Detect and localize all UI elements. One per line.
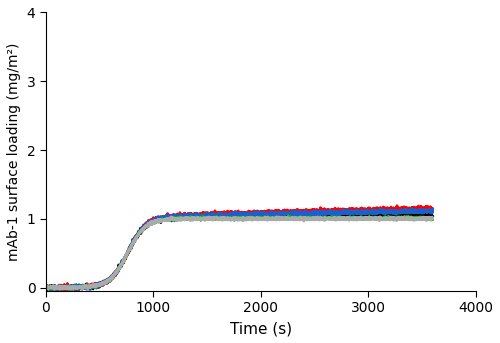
X-axis label: Time (s): Time (s) bbox=[230, 321, 292, 336]
Y-axis label: mAb-1 surface loading (mg/m²): mAb-1 surface loading (mg/m²) bbox=[7, 43, 21, 261]
